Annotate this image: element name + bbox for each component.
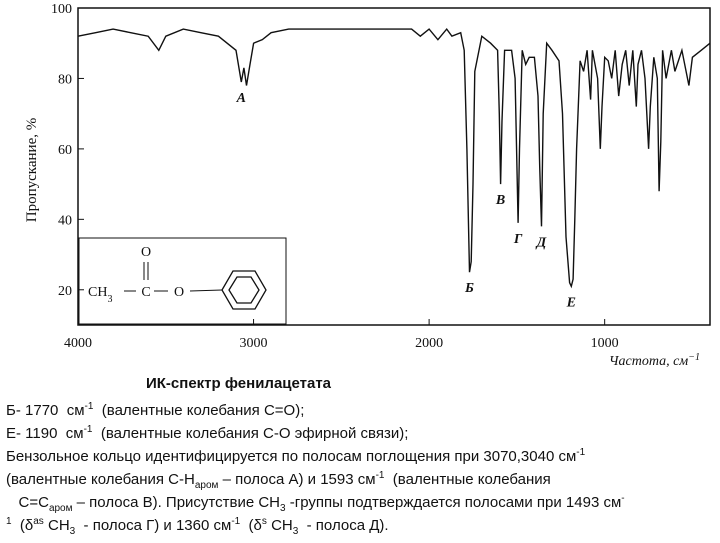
x-tick-label: 4000 bbox=[64, 336, 92, 351]
band-label: Г bbox=[513, 232, 523, 247]
subscript: 3 bbox=[292, 526, 299, 537]
y-tick-label: 40 bbox=[58, 213, 72, 228]
atom-label: O bbox=[141, 245, 151, 260]
x-axis-label: Частота, см−1 bbox=[609, 352, 700, 370]
text-segment: Б- 1770 см bbox=[6, 402, 85, 419]
text-segment: O bbox=[141, 245, 151, 260]
superscript: -1 bbox=[375, 470, 385, 481]
atom-label: CH3 bbox=[88, 285, 112, 305]
caption: ИК-спектр фенилацетата Б- 1770 см-1 (вале… bbox=[6, 372, 718, 537]
text-segment: Частота, см bbox=[609, 354, 688, 369]
y-tick-label: 60 bbox=[58, 143, 72, 158]
text-segment: CH bbox=[43, 517, 70, 534]
text-segment: – полоса А) и 1593 см bbox=[218, 471, 376, 488]
caption-line: 1 (δas CH3 - полоса Г) и 1360 см-1 (δs C… bbox=[6, 510, 718, 537]
text-segment: (валентные колебания bbox=[384, 471, 551, 488]
text-segment: С=С bbox=[6, 494, 49, 511]
plot-frame bbox=[77, 7, 711, 326]
y-tick-label: 80 bbox=[58, 72, 72, 87]
x-tick-label: 3000 bbox=[240, 336, 268, 351]
superscript: s bbox=[261, 516, 267, 527]
caption-line: С=Саром – полоса В). Присутствие СН3 -гр… bbox=[6, 487, 718, 514]
atom-label: C bbox=[141, 285, 150, 300]
structure-box bbox=[78, 237, 287, 325]
text-segment: (валентные колебания С-О эфирной связи); bbox=[92, 425, 409, 442]
text-segment: C bbox=[141, 285, 150, 300]
text-segment: Бензольное кольцо идентифицируется по по… bbox=[6, 448, 577, 465]
text-segment: – полоса В). Присутствие СН bbox=[72, 494, 281, 511]
x-tick-label: 2000 bbox=[415, 336, 443, 351]
band-label: Б bbox=[464, 281, 474, 296]
text-segment: Е- 1190 см bbox=[6, 425, 84, 442]
subscript: аром bbox=[48, 503, 73, 514]
band-label: Е bbox=[566, 295, 576, 310]
caption-line: Е- 1190 см-1 (валентные колебания С-О эф… bbox=[6, 418, 718, 442]
caption-line: Б- 1770 см-1 (валентные колебания С=О); bbox=[6, 395, 718, 419]
text-segment: (валентные колебания С-Н bbox=[6, 471, 195, 488]
superscript: -1 bbox=[83, 424, 93, 435]
superscript: -1 bbox=[84, 401, 94, 412]
subscript: 3 bbox=[280, 503, 286, 514]
band-label: Д bbox=[535, 235, 547, 250]
text-segment: O bbox=[174, 285, 184, 300]
superscript: 1 bbox=[6, 516, 12, 527]
bond bbox=[189, 289, 223, 292]
text-segment: - полоса Д). bbox=[298, 517, 389, 534]
y-tick-label: 100 bbox=[51, 2, 72, 17]
text-segment: −1 bbox=[688, 352, 700, 363]
subscript: 3 bbox=[69, 526, 76, 537]
superscript: -1 bbox=[576, 447, 586, 458]
caption-line: Бензольное кольцо идентифицируется по по… bbox=[6, 441, 718, 465]
text-segment: (δ bbox=[11, 517, 34, 534]
caption-line: (валентные колебания С-Наром – полоса А)… bbox=[6, 464, 718, 491]
text-segment: CH bbox=[88, 285, 107, 300]
benzene-ring bbox=[221, 270, 267, 310]
text-segment: Пропускание, % bbox=[24, 118, 40, 222]
text-segment: - полоса Г) и 1360 см bbox=[75, 517, 232, 534]
band-label: А bbox=[236, 91, 246, 106]
subscript: аром bbox=[194, 480, 219, 491]
text-segment: CH bbox=[266, 517, 293, 534]
text-segment: (δ bbox=[240, 517, 262, 534]
superscript: -1 bbox=[231, 516, 241, 527]
y-axis-label: Пропускание, % bbox=[24, 118, 40, 222]
caption-title: ИК-спектр фенилацетата bbox=[146, 375, 332, 392]
y-tick-label: 20 bbox=[58, 284, 72, 299]
text-segment: (валентные колебания С=О); bbox=[93, 402, 305, 419]
x-tick-label: 1000 bbox=[591, 336, 619, 351]
text-segment: -группы подтверждается полосами при 1493… bbox=[285, 494, 622, 511]
band-label: В bbox=[495, 193, 505, 208]
superscript: - bbox=[621, 493, 625, 504]
superscript: as bbox=[33, 516, 44, 527]
spectrum-line bbox=[77, 27, 711, 289]
atom-label: O bbox=[174, 285, 184, 300]
text-segment: 3 bbox=[107, 294, 112, 305]
chart: O CH3 C O Пропускание, % Частота, см−1 4… bbox=[24, 2, 711, 370]
